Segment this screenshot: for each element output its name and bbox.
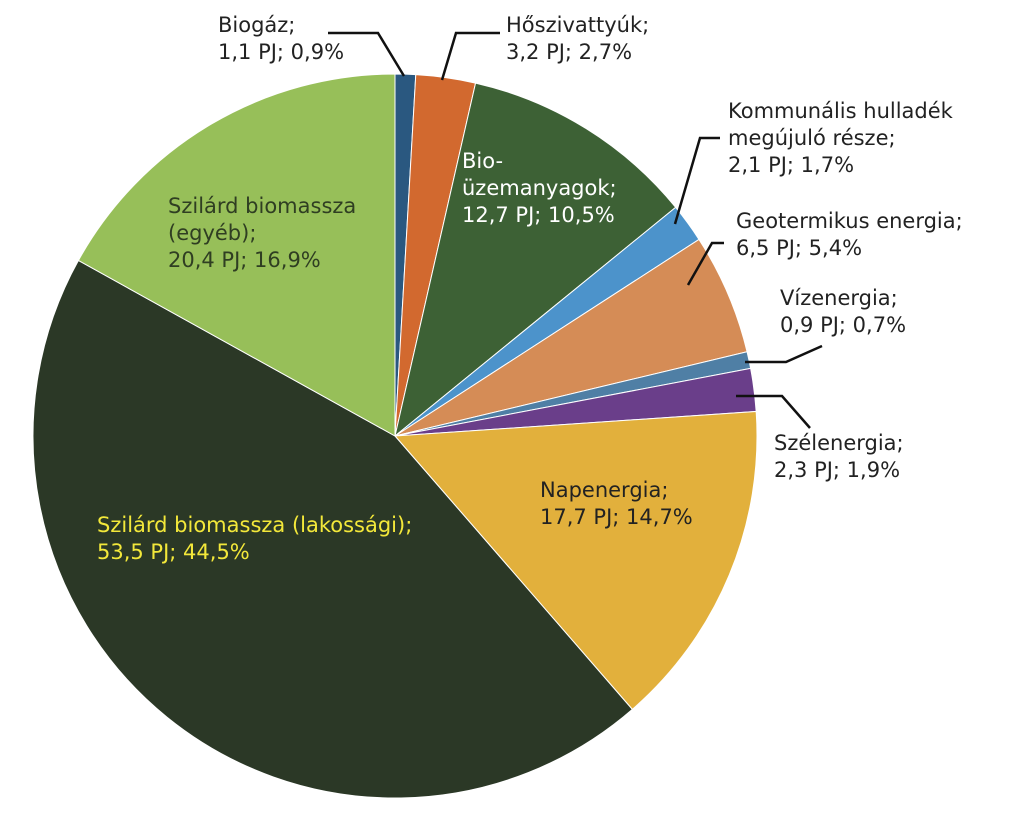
slice-label-line: 53,5 PJ; 44,5% bbox=[97, 540, 250, 564]
slice-label-line: Kommunális hulladék bbox=[728, 99, 954, 123]
slice-label-line: Napenergia; bbox=[540, 478, 668, 502]
slice-label-line: 12,7 PJ; 10,5% bbox=[462, 203, 615, 227]
slice-label-line: 2,3 PJ; 1,9% bbox=[774, 458, 900, 482]
slice-label-napenergia: Napenergia; 17,7 PJ; 14,7% bbox=[540, 478, 693, 529]
slice-label-line: Bio- bbox=[462, 149, 503, 173]
leader-line-szelenergia bbox=[736, 394, 811, 429]
slice-label-geotermikus-energia: Geotermikus energia; 6,5 PJ; 5,4% bbox=[736, 209, 963, 260]
slice-label-line: Biogáz; bbox=[218, 13, 295, 37]
leader-line-geotermikus-energia bbox=[686, 241, 724, 286]
pie-slice-napenergia bbox=[393, 410, 758, 711]
slice-label-szilard-biomassza-lakossagi: Szilárd biomassza (lakossági); 53,5 PJ; 4… bbox=[97, 513, 412, 564]
slice-label-line: 20,4 PJ; 16,9% bbox=[168, 248, 321, 272]
leader-lines bbox=[328, 31, 823, 429]
slice-label-biogaz: Biogáz; 1,1 PJ; 0,9% bbox=[218, 13, 344, 64]
slice-label-line: Vízenergia; bbox=[780, 286, 898, 310]
slice-label-line: megújuló része; bbox=[728, 126, 896, 150]
slice-label-bio-uzemanyagok: Bio-üzemanyagok; 12,7 PJ; 10,5% bbox=[462, 149, 617, 227]
slice-label-line: 1,1 PJ; 0,9% bbox=[218, 40, 344, 64]
slice-label-szilard-biomassza-egyeb: Szilárd biomassza (egyéb); 20,4 PJ; 16,9% bbox=[168, 194, 356, 272]
slice-label-line: 17,7 PJ; 14,7% bbox=[540, 505, 693, 529]
pie-slices bbox=[32, 73, 758, 799]
leader-line-hoszivattyuk bbox=[440, 31, 500, 81]
slice-label-line: 0,9 PJ; 0,7% bbox=[780, 313, 906, 337]
slice-label-line: Geotermikus energia; bbox=[736, 209, 963, 233]
slice-label-line: üzemanyagok; bbox=[462, 176, 617, 200]
slice-label-line: 6,5 PJ; 5,4% bbox=[736, 236, 862, 260]
pie-slice-szilard-biomassza-lakossagi bbox=[32, 259, 634, 799]
slice-label-hoszivattyuk: Hőszivattyúk; 3,2 PJ; 2,7% bbox=[506, 13, 649, 64]
slice-label-line: Szilárd biomassza bbox=[168, 194, 356, 218]
slice-label-kommunalis-hulladek-megujulo-resze: Kommunális hulladék megújuló része; 2,1 PJ… bbox=[728, 99, 954, 177]
slice-labels: Biogáz; 1,1 PJ; 0,9% Hőszivattyúk; 3,2 PJ; … bbox=[97, 13, 963, 564]
slice-label-line: Szélenergia; bbox=[774, 431, 904, 455]
pie-slice-szilard-biomassza-egyeb bbox=[77, 73, 396, 437]
slice-label-line: Hőszivattyúk; bbox=[506, 13, 649, 37]
slice-label-vizenergia: Vízenergia; 0,9 PJ; 0,7% bbox=[780, 286, 906, 337]
slice-label-line: 3,2 PJ; 2,7% bbox=[506, 40, 632, 64]
leader-line-biogaz bbox=[328, 31, 406, 77]
leader-line-kommunalis-hulladek-megujulo-resze bbox=[673, 136, 720, 225]
slice-label-line: Szilárd biomassza (lakossági); bbox=[97, 513, 412, 537]
slice-label-line: (egyéb); bbox=[168, 221, 256, 245]
pie-slice-bio-uzemanyagok bbox=[394, 82, 677, 438]
slice-label-szelenergia: Szélenergia; 2,3 PJ; 1,9% bbox=[774, 431, 904, 482]
slice-label-line: 2,1 PJ; 1,7% bbox=[728, 153, 854, 177]
leader-line-vizenergia bbox=[745, 344, 823, 364]
